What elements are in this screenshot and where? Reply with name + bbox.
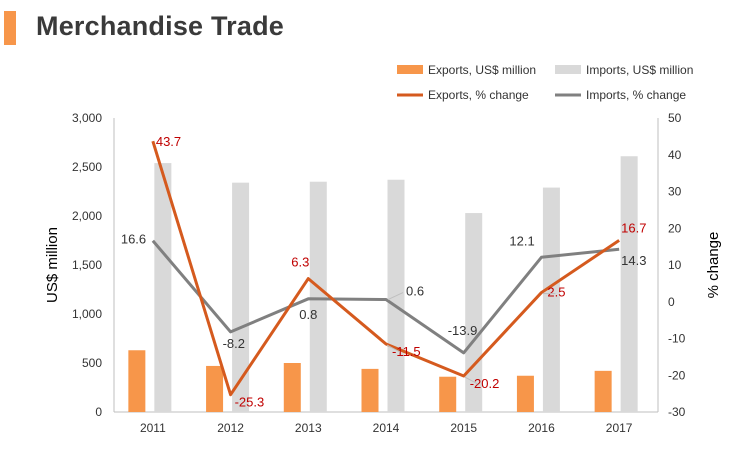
right-tick-label: 0 <box>668 295 675 309</box>
imports-change-data-label: 0.8 <box>299 307 317 322</box>
imports-bar <box>154 163 172 412</box>
imports-change-data-label: 12.1 <box>509 233 534 248</box>
y-left-axis-title: US$ million <box>44 227 61 303</box>
exports-bar <box>516 375 534 412</box>
imports-bar <box>309 181 327 412</box>
header: Merchandise Trade <box>0 0 750 56</box>
left-tick-label: 500 <box>82 356 102 370</box>
right-tick-label: -10 <box>668 332 686 346</box>
imports-change-data-label: 16.6 <box>121 232 146 247</box>
imports-change-data-label: 14.3 <box>621 253 646 268</box>
right-tick-label: -30 <box>668 405 686 419</box>
exports-change-data-label: 16.7 <box>621 220 646 235</box>
exports-bar <box>128 350 146 412</box>
right-tick-label: 30 <box>668 185 682 199</box>
imports-bar <box>232 182 250 412</box>
right-tick-label: -20 <box>668 368 686 382</box>
title-accent-bar <box>4 11 16 45</box>
exports-bar <box>361 368 379 412</box>
legend-label: Imports, % change <box>586 88 686 102</box>
exports-change-line <box>151 140 620 397</box>
exports-label-leader <box>386 344 401 353</box>
exports-bar <box>439 376 457 412</box>
left-tick-label: 1,500 <box>72 258 102 272</box>
exports-change-data-label: 43.7 <box>156 134 181 149</box>
legend-label: Imports, US$ million <box>586 63 693 77</box>
imports-change-data-label: -13.9 <box>448 323 478 338</box>
legend-label: Exports, US$ million <box>428 63 536 77</box>
imports-change-data-label: 0.6 <box>406 284 424 299</box>
page-title: Merchandise Trade <box>36 11 284 41</box>
exports-change-data-label: -25.3 <box>235 395 265 410</box>
x-tick-label: 2013 <box>295 421 322 435</box>
x-tick-label: 2016 <box>528 421 555 435</box>
exports-label-leader <box>464 376 478 385</box>
left-tick-label: 2,000 <box>72 209 102 223</box>
y-right-axis-title: % change <box>705 232 722 299</box>
right-tick-label: 20 <box>668 221 682 235</box>
left-tick-label: 3,000 <box>72 111 102 125</box>
imports-bar <box>620 156 638 412</box>
right-tick-label: 40 <box>668 148 682 162</box>
right-tick-label: 50 <box>668 111 682 125</box>
legend-swatch-exports-bar <box>397 65 423 74</box>
x-tick-label: 2012 <box>217 421 244 435</box>
imports-bar <box>542 187 560 412</box>
exports-change-data-label: 6.3 <box>291 255 309 270</box>
x-tick-label: 2015 <box>450 421 477 435</box>
x-tick-label: 2017 <box>606 421 633 435</box>
right-tick-label: 10 <box>668 258 682 272</box>
legend-label: Exports, % change <box>428 88 529 102</box>
imports-label-leader <box>387 292 404 300</box>
exports-bar <box>594 370 612 412</box>
imports-change-line <box>151 239 620 355</box>
left-tick-label: 2,500 <box>72 160 102 174</box>
x-tick-label: 2011 <box>140 421 166 435</box>
exports-change-data-label: -20.2 <box>470 376 500 391</box>
legend-swatch-imports-bar <box>555 65 581 74</box>
left-tick-label: 0 <box>95 405 102 419</box>
x-tick-label: 2014 <box>373 421 400 435</box>
exports-change-data-label: 2.5 <box>547 285 565 300</box>
exports-change-data-label: -11.5 <box>392 344 421 359</box>
left-tick-label: 1,000 <box>72 307 102 321</box>
exports-bar <box>283 363 301 412</box>
exports-bar <box>206 365 224 412</box>
imports-change-data-label: -8.2 <box>223 336 245 351</box>
